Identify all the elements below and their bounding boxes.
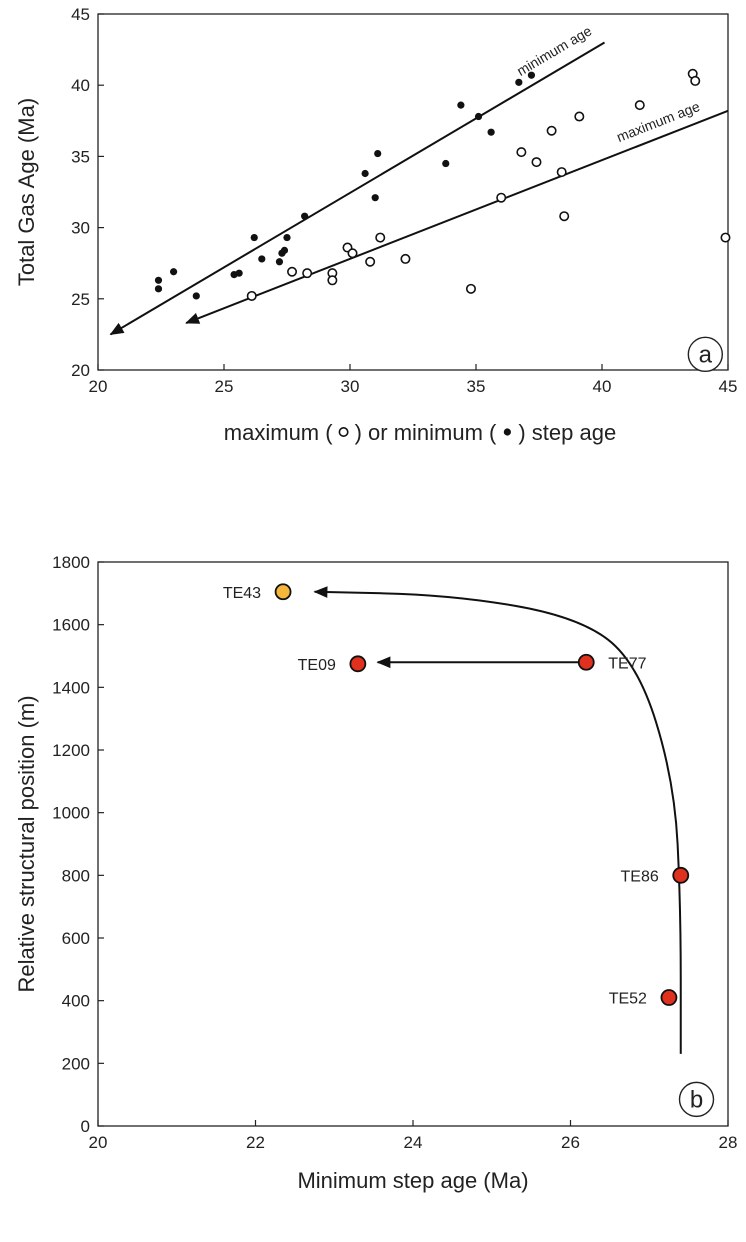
x-tick-label: 28 (719, 1133, 738, 1152)
chart-b-structural-position: 20 22 24 26 28 0 200 400 600 800 1000 1200 1400 1600 1… (14, 553, 738, 1193)
y-axis-label: Relative structural position (m) (14, 695, 39, 992)
y-tick-label: 45 (71, 5, 90, 24)
maximum-step-age-point (302, 268, 313, 279)
y-tick-label: 1000 (52, 804, 90, 823)
sample-label-te43: TE43 (223, 585, 261, 602)
y-tick-label: 25 (71, 290, 90, 309)
x-tick-label: 35 (467, 377, 486, 396)
maximum-step-age-point (347, 248, 358, 259)
x-axis-label: maximum ( ) or minimum ( ) step age (224, 420, 616, 445)
y-tick-label: 1200 (52, 741, 90, 760)
y-tick-label: 1400 (52, 678, 90, 697)
maximum-step-age-point (496, 192, 507, 203)
panel-badge-b-label: b (690, 1086, 703, 1113)
minimum-step-age-point (154, 276, 163, 284)
y-tick-label: 30 (71, 219, 90, 238)
minimum-step-age-point (301, 212, 309, 220)
maximum-step-age-point (465, 283, 476, 294)
panel-badge-b (678, 1081, 715, 1118)
x-tick-label: 40 (593, 377, 612, 396)
minimum-step-age-point (474, 112, 483, 121)
x-tick-label: 20 (89, 1133, 108, 1152)
minimum-step-age-point (170, 268, 178, 276)
y-tick-label: 400 (62, 992, 90, 1011)
plot-frame (97, 13, 729, 371)
maximum-step-age-point (574, 111, 585, 122)
structural-trend-curve (313, 586, 682, 1054)
maximum-step-age-point (720, 232, 731, 243)
sample-point-te77 (577, 653, 595, 671)
legend-filled-circle-icon (503, 428, 511, 436)
minimum-step-age-point (275, 258, 284, 266)
trend-line-minimum (109, 41, 606, 336)
minimum-step-age-point (283, 233, 291, 242)
minimum-step-age-point (192, 292, 200, 300)
y-tick-label: 35 (71, 147, 90, 166)
maximum-step-age-point (531, 157, 542, 168)
minimum-step-age-point (515, 78, 523, 86)
minimum-step-age-point (457, 101, 465, 109)
maximum-step-age-point (400, 253, 411, 264)
minimum-step-age-point (235, 269, 243, 277)
minimum-step-age-point (154, 285, 163, 293)
maximum-step-age-point (287, 266, 298, 277)
minimum-step-age-point (258, 255, 266, 263)
maximum-step-age-point (375, 232, 386, 243)
chart-a-total-gas-age: 20 25 30 35 40 45 20 25 30 35 40 45 Total Gas Age (M… (14, 5, 738, 445)
y-tick-label: 0 (81, 1117, 90, 1136)
minimum-step-age-point (280, 246, 289, 254)
y-axis-label: Total Gas Age (Ma) (14, 98, 39, 286)
minimum-step-age-point (487, 128, 495, 136)
sample-label-te52: TE52 (609, 991, 647, 1008)
maximum-step-age-point (365, 256, 376, 267)
maximum-step-age-point (634, 100, 645, 111)
y-tick-label: 800 (62, 866, 90, 885)
minimum-step-age-point (442, 159, 450, 168)
maximum-step-age-point (327, 275, 338, 286)
minimum-step-age-point (374, 149, 382, 158)
sample-label-te09: TE09 (298, 657, 336, 674)
maximum-step-age-point (690, 75, 701, 86)
minimum-step-age-point (250, 233, 258, 242)
legend-open-circle-icon (338, 426, 349, 437)
maximum-step-age-point (556, 167, 567, 178)
panel-badge-a (687, 336, 724, 373)
sample-label-te77: TE77 (608, 655, 646, 672)
maximum-step-age-point (546, 125, 557, 136)
sample-point-te09 (349, 655, 367, 673)
x-tick-label: 26 (561, 1133, 580, 1152)
plot-frame (97, 561, 729, 1127)
sample-label-te86: TE86 (621, 868, 659, 885)
trend-line-maximum (185, 109, 729, 324)
trend-label-minimum: minimum age (514, 22, 595, 79)
y-tick-label: 600 (62, 929, 90, 948)
x-tick-label: 24 (404, 1133, 423, 1152)
sample-point-te43 (274, 583, 292, 601)
y-tick-label: 200 (62, 1054, 90, 1073)
maximum-step-age-point (516, 147, 527, 158)
minimum-step-age-point (361, 169, 369, 178)
x-tick-label: 45 (719, 377, 738, 396)
x-tick-label: 20 (89, 377, 108, 396)
y-tick-label: 1800 (52, 553, 90, 572)
maximum-step-age-point (246, 290, 257, 301)
x-tick-label: 25 (215, 377, 234, 396)
x-axis-label: Minimum step age (Ma) (297, 1168, 528, 1193)
minimum-step-age-point (371, 194, 379, 202)
minimum-step-age-point (527, 71, 536, 79)
y-tick-label: 20 (71, 361, 90, 380)
x-tick-label: 22 (246, 1133, 265, 1152)
y-tick-label: 40 (71, 76, 90, 95)
panel-badge-a-label: a (699, 341, 713, 368)
sample-point-te52 (660, 989, 678, 1006)
x-tick-label: 30 (341, 377, 360, 396)
y-tick-label: 1600 (52, 616, 90, 635)
sample-point-te86 (672, 866, 690, 884)
maximum-step-age-point (559, 211, 570, 222)
